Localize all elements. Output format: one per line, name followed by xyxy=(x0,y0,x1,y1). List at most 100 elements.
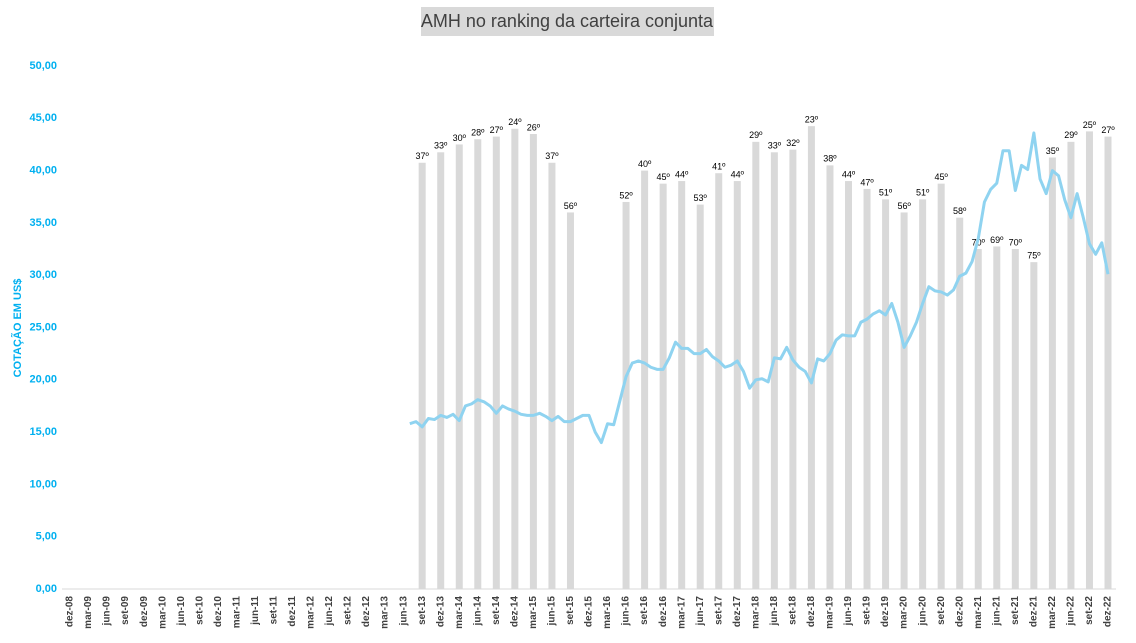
x-tick-label: dez-18 xyxy=(806,596,817,628)
bar-value-label: 44º xyxy=(731,169,745,179)
bar xyxy=(733,181,741,589)
x-tick-label: set-22 xyxy=(1084,596,1095,625)
bar xyxy=(993,246,1001,589)
bar xyxy=(641,170,649,589)
x-tick-label: dez-12 xyxy=(361,596,372,628)
x-tick-label: jun-20 xyxy=(917,596,928,627)
x-tick-label: jun-12 xyxy=(324,596,335,627)
x-tick-label: dez-22 xyxy=(1103,596,1114,628)
x-tick-label: mar-22 xyxy=(1047,596,1058,629)
bar xyxy=(566,212,574,589)
x-tick-label: set-17 xyxy=(713,596,724,625)
x-tick-label: set-09 xyxy=(120,596,131,625)
bar-value-label: 56º xyxy=(564,201,578,211)
bar xyxy=(678,181,686,589)
bar xyxy=(900,212,908,589)
bar-value-label: 28º xyxy=(471,128,485,138)
x-tick-label: jun-18 xyxy=(769,596,780,627)
bar-value-label: 41º xyxy=(712,162,726,172)
x-tick-label: set-21 xyxy=(1010,596,1021,625)
bar-value-label: 30º xyxy=(453,133,467,143)
bar xyxy=(807,126,815,590)
x-tick-label: mar-19 xyxy=(825,596,836,629)
y-axis-label: COTAÇÃO EM US$ xyxy=(11,279,24,378)
bar-value-label: 29º xyxy=(1064,130,1078,140)
x-tick-label: dez-15 xyxy=(584,596,595,628)
bar-value-label: 38º xyxy=(823,154,837,164)
y-tick-label: 25,00 xyxy=(29,321,57,333)
bar xyxy=(789,149,797,589)
x-tick-label: jun-22 xyxy=(1066,596,1077,627)
x-tick-label: jun-14 xyxy=(472,596,483,627)
y-tick-label: 35,00 xyxy=(29,217,57,229)
bar xyxy=(492,136,500,590)
bar-value-label: 40º xyxy=(638,159,652,169)
x-tick-label: jun-10 xyxy=(176,596,187,627)
bar-value-label: 75º xyxy=(1027,251,1041,261)
bar xyxy=(919,199,927,590)
bar-value-label: 56º xyxy=(897,201,911,211)
bar xyxy=(659,183,667,590)
bar-value-label: 51º xyxy=(879,188,893,198)
bar xyxy=(548,162,556,589)
bar xyxy=(1067,141,1075,589)
bar xyxy=(974,249,982,590)
x-tick-label: mar-16 xyxy=(602,596,613,629)
bar xyxy=(622,201,630,590)
bar xyxy=(474,139,482,589)
x-tick-label: mar-10 xyxy=(157,596,168,629)
x-tick-label: dez-19 xyxy=(880,596,891,628)
x-tick-label: mar-21 xyxy=(973,596,984,629)
bar-value-label: 69º xyxy=(990,235,1004,245)
x-tick-label: set-20 xyxy=(936,596,947,625)
y-tick-label: 0,00 xyxy=(36,583,57,595)
x-tick-label: dez-09 xyxy=(139,596,150,628)
bar-value-label: 35º xyxy=(1046,146,1060,156)
x-tick-label: set-14 xyxy=(491,596,502,625)
x-tick-label: set-13 xyxy=(417,596,428,625)
y-tick-label: 15,00 xyxy=(29,426,57,438)
bar xyxy=(696,204,704,589)
bar xyxy=(418,162,426,589)
price-line xyxy=(409,131,1110,445)
x-tick-label: jun-17 xyxy=(695,596,706,627)
chart-title: AMH no ranking da carteira conjunta xyxy=(421,11,714,31)
x-tick-label: dez-16 xyxy=(658,596,669,628)
y-tick-label: 10,00 xyxy=(29,478,57,490)
y-tick-label: 20,00 xyxy=(29,374,57,386)
x-tick-label: jun-15 xyxy=(547,596,558,627)
x-tick-label: set-18 xyxy=(788,596,799,625)
bar-value-label: 44º xyxy=(675,169,689,179)
bar xyxy=(1085,131,1093,589)
x-tick-label: dez-17 xyxy=(732,596,743,628)
x-tick-label: set-19 xyxy=(862,596,873,625)
bar xyxy=(826,165,834,589)
bar-value-label: 24º xyxy=(508,117,522,127)
bar xyxy=(882,199,890,590)
y-tick-label: 30,00 xyxy=(29,269,57,281)
bar-value-label: 23º xyxy=(805,115,819,125)
bar xyxy=(511,128,519,589)
x-tick-label: jun-11 xyxy=(250,596,261,626)
bar-value-label: 29º xyxy=(749,130,763,140)
bar xyxy=(937,183,945,590)
bar-value-label: 52º xyxy=(619,190,633,200)
x-tick-label: set-12 xyxy=(343,596,354,625)
x-tick-label: set-11 xyxy=(269,596,280,625)
y-tick-label: 40,00 xyxy=(29,165,57,177)
bar-value-label: 25º xyxy=(1083,120,1097,130)
x-tick-label: jun-09 xyxy=(102,596,113,627)
bar-value-label: 45º xyxy=(656,172,670,182)
bar xyxy=(529,133,537,590)
x-tick-label: dez-08 xyxy=(65,596,76,628)
bar-value-label: 70º xyxy=(1009,237,1023,247)
x-tick-label: dez-10 xyxy=(213,596,224,628)
x-tick-label: set-10 xyxy=(194,596,205,625)
x-tick-label: mar-18 xyxy=(750,596,761,629)
bar-value-label: 45º xyxy=(935,172,949,182)
x-tick-label: dez-13 xyxy=(435,596,446,628)
bar xyxy=(715,173,723,589)
bar-value-label: 53º xyxy=(694,193,708,203)
x-tick-label: dez-14 xyxy=(509,596,520,628)
